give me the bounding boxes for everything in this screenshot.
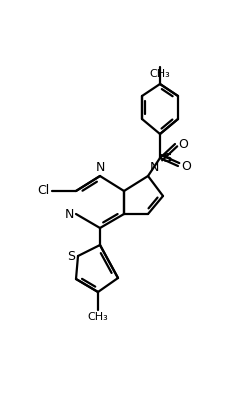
- Text: N: N: [95, 161, 105, 174]
- Text: N: N: [150, 161, 159, 174]
- Text: S: S: [163, 152, 173, 164]
- Text: Cl: Cl: [37, 185, 49, 198]
- Text: CH₃: CH₃: [150, 69, 170, 79]
- Text: O: O: [178, 137, 188, 151]
- Text: CH₃: CH₃: [88, 312, 108, 322]
- Text: O: O: [181, 160, 191, 173]
- Text: N: N: [65, 208, 74, 221]
- Text: S: S: [67, 250, 75, 263]
